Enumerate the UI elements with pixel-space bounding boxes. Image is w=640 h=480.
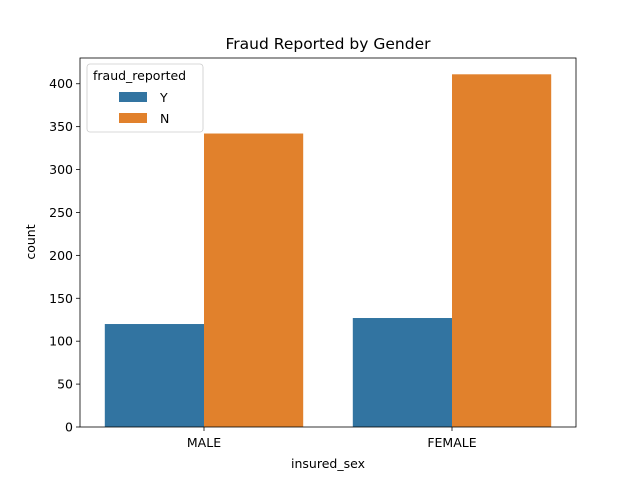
legend-label-n: N bbox=[160, 111, 169, 126]
bar-female-y bbox=[352, 318, 452, 427]
bar-male-y bbox=[104, 324, 204, 427]
y-tick-label: 100 bbox=[49, 334, 73, 349]
y-tick-label: 250 bbox=[49, 205, 73, 220]
y-tick-label: 50 bbox=[57, 377, 73, 392]
y-tick-label: 350 bbox=[49, 119, 73, 134]
plot-frame bbox=[79, 57, 577, 428]
y-tick-label: 400 bbox=[49, 76, 73, 91]
x-axis-ticks: MALE FEMALE bbox=[187, 427, 477, 450]
legend: fraud_reported Y N bbox=[86, 63, 204, 133]
bar-male-n bbox=[204, 133, 304, 427]
legend-swatch-y bbox=[119, 92, 147, 102]
y-tick-label: 200 bbox=[49, 248, 73, 263]
bars-group bbox=[104, 74, 552, 427]
chart-title: Fraud Reported by Gender bbox=[226, 35, 432, 53]
y-axis-label: count bbox=[23, 224, 38, 259]
y-tick-label: 0 bbox=[65, 420, 73, 435]
legend-label-y: Y bbox=[159, 90, 168, 105]
x-tick-label-male: MALE bbox=[187, 435, 221, 450]
y-axis-ticks: 0 50 100 150 200 250 300 350 400 bbox=[49, 76, 80, 435]
x-tick-label-female: FEMALE bbox=[427, 435, 476, 450]
x-axis-label: insured_sex bbox=[291, 456, 365, 471]
legend-swatch-n bbox=[119, 113, 147, 123]
bar-female-n bbox=[452, 74, 552, 427]
y-tick-label: 150 bbox=[49, 291, 73, 306]
y-tick-label: 300 bbox=[49, 162, 73, 177]
legend-title: fraud_reported bbox=[93, 68, 186, 83]
